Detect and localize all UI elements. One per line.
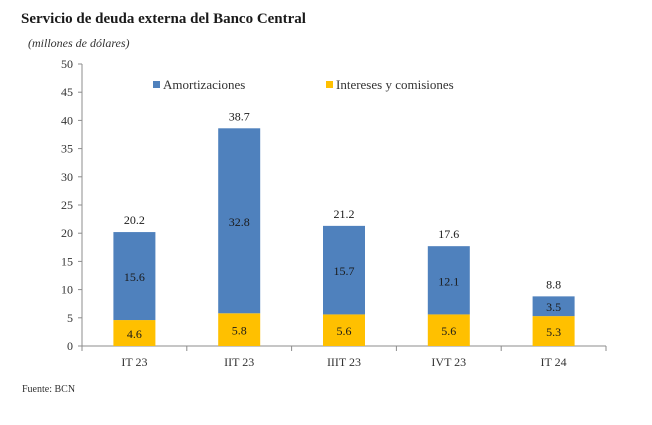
- bar-value-label: 3.5: [546, 300, 561, 314]
- bar-value-label: 4.6: [127, 327, 142, 341]
- y-tick-label: 5: [67, 311, 73, 325]
- y-tick-label: 40: [61, 113, 73, 127]
- legend-swatch-intereses: [326, 81, 333, 88]
- bar-value-label: 12.1: [438, 274, 459, 288]
- bar-total-label: 8.8: [546, 277, 561, 291]
- bar-value-label: 5.8: [232, 324, 247, 338]
- y-tick-label: 10: [61, 283, 73, 297]
- bar-value-label: 15.6: [124, 270, 145, 284]
- x-tick-label: IIIT 23: [327, 355, 361, 369]
- legend-label-amortizaciones: Amortizaciones: [163, 77, 245, 92]
- bar-intereses: [113, 320, 156, 346]
- x-tick-label: IT 23: [121, 355, 147, 369]
- bar-amortizaciones: [427, 246, 470, 315]
- x-tick-label: IVT 23: [431, 355, 466, 369]
- y-tick-label: 45: [61, 85, 73, 99]
- bar-amortizaciones: [323, 225, 365, 315]
- bar-total-label: 20.2: [124, 213, 145, 227]
- y-tick-label: 35: [61, 142, 73, 156]
- legend-label-intereses: Intereses y comisiones: [336, 77, 454, 92]
- bar-intereses: [323, 314, 365, 346]
- bar-value-label: 15.7: [334, 264, 355, 278]
- bar-amortizaciones: [218, 128, 261, 314]
- bar-total-label: 17.6: [438, 227, 459, 241]
- x-tick-label: IT 24: [541, 355, 567, 369]
- bar-intereses: [218, 313, 261, 346]
- bar-total-label: 38.7: [229, 109, 250, 123]
- bar-amortizaciones: [113, 232, 156, 321]
- bar-total-label: 21.2: [334, 207, 355, 221]
- x-tick-label: IIT 23: [224, 355, 254, 369]
- bar-value-label: 5.6: [441, 324, 456, 338]
- bar-intereses: [532, 316, 575, 346]
- legend-swatch-amortizaciones: [153, 81, 160, 88]
- y-tick-label: 15: [61, 254, 73, 268]
- y-tick-label: 20: [61, 226, 73, 240]
- y-tick-label: 25: [61, 198, 73, 212]
- bar-intereses: [427, 314, 470, 346]
- bar-value-label: 5.3: [546, 325, 561, 339]
- chart-title: Servicio de deuda externa del Banco Cent…: [21, 11, 306, 27]
- bar-amortizaciones: [532, 296, 575, 317]
- y-tick-label: 0: [67, 339, 73, 353]
- y-tick-label: 30: [61, 170, 73, 184]
- bar-value-label: 5.6: [337, 324, 352, 338]
- y-tick-label: 50: [61, 57, 73, 71]
- chart-subtitle: (millones de dólares): [28, 36, 130, 50]
- bar-value-label: 32.8: [229, 215, 250, 229]
- source-note: Fuente: BCN: [22, 384, 76, 395]
